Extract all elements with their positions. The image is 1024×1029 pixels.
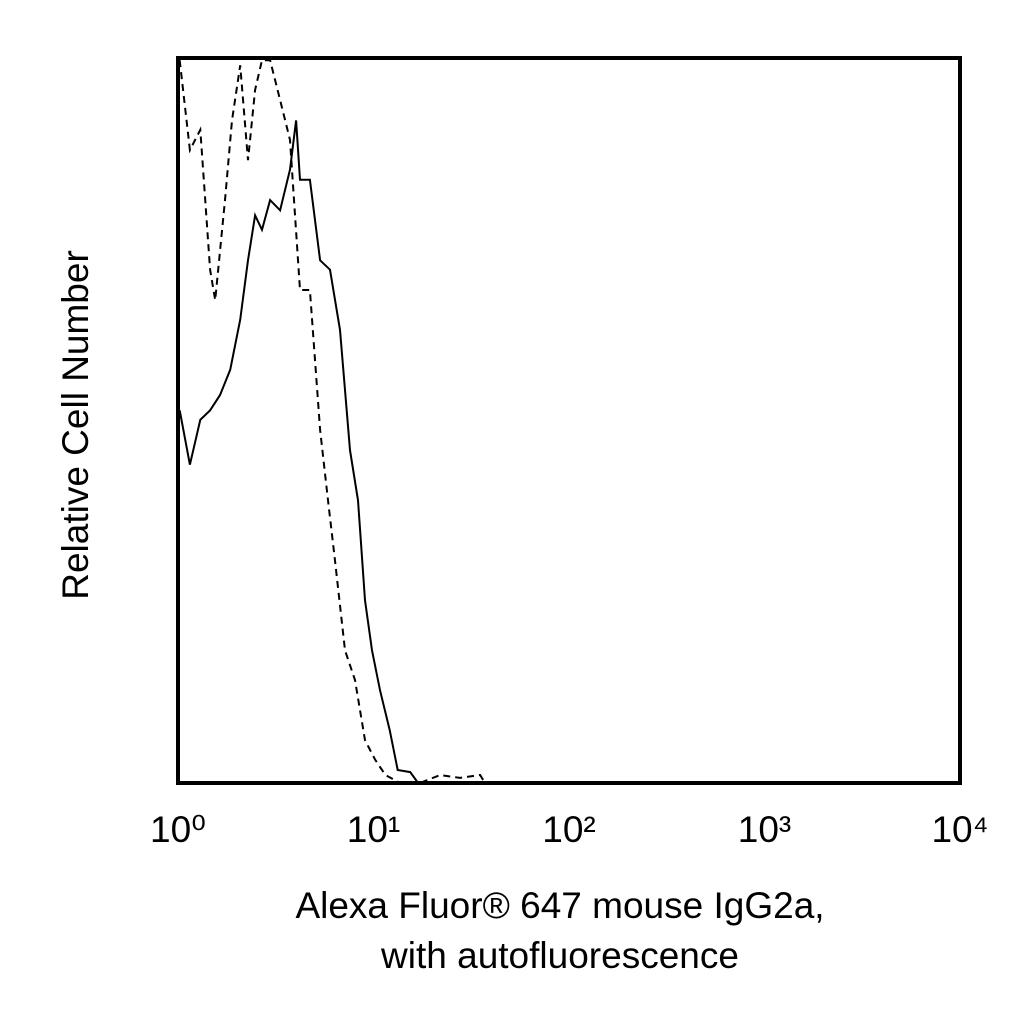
x-tick-label: 10⁰: [150, 809, 206, 850]
x-axis-label: Alexa Fluor® 647 mouse IgG2a,: [295, 885, 824, 926]
x-tick-label: 10³: [738, 809, 791, 850]
x-tick-label: 10¹: [347, 809, 400, 850]
y-axis-label: Relative Cell Number: [55, 250, 96, 600]
x-tick-label: 10²: [542, 809, 595, 850]
histogram-line: [178, 120, 431, 783]
histogram-line: [178, 59, 486, 783]
x-axis-label: with autofluorescence: [380, 935, 739, 976]
x-tick-label: 10⁴: [931, 809, 988, 850]
plot-frame: [176, 56, 962, 785]
plot-area: [178, 59, 486, 783]
